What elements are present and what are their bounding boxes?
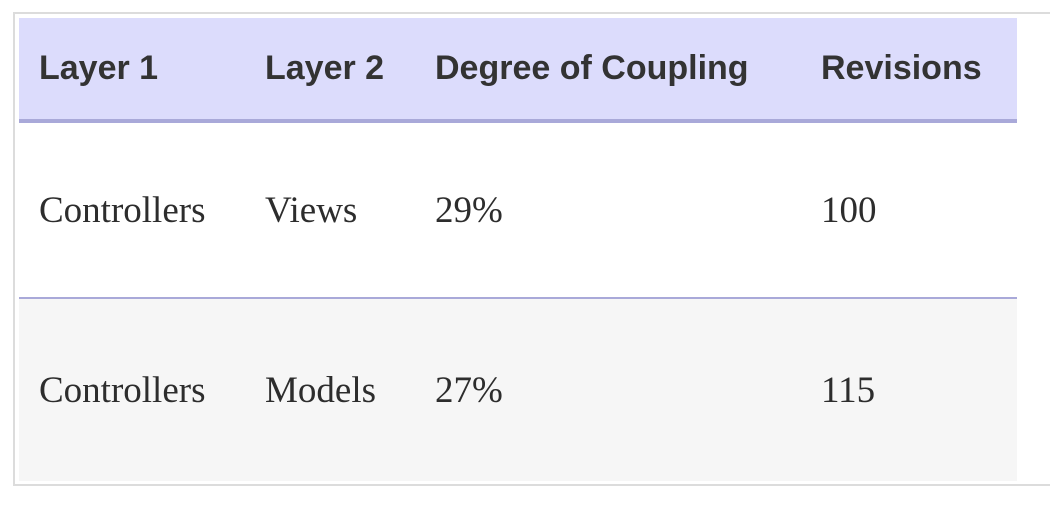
- cell-layer-2: Models: [265, 369, 376, 411]
- column-header-degree-of-coupling: Degree of Coupling: [415, 18, 801, 123]
- cell-layer-1: Controllers: [19, 121, 245, 299]
- cell-layer-1: Controllers: [39, 369, 206, 411]
- table-row: Controllers Models 27% 115: [19, 298, 1017, 481]
- coupling-table: Layer 1 Layer 2 Degree of Coupling Revis…: [19, 18, 1017, 481]
- column-header-layer-2: Layer 2: [245, 18, 415, 123]
- header-row: Layer 1 Layer 2 Degree of Coupling Revis…: [19, 18, 1017, 123]
- cell-degree-of-coupling: 27%: [435, 369, 503, 411]
- table-header: Layer 1 Layer 2 Degree of Coupling Revis…: [19, 18, 1017, 123]
- column-header-layer-1: Layer 1: [19, 18, 245, 123]
- cell-revisions: 115: [821, 369, 876, 411]
- column-header-revisions: Revisions: [801, 18, 1017, 123]
- table-body: Controllers Views 29% 100 Controllers Mo…: [19, 121, 1017, 481]
- table-row: Controllers Views 29% 100: [19, 121, 1017, 299]
- cell-degree-of-coupling: 29%: [415, 121, 801, 299]
- cell-revisions: 100: [801, 121, 1017, 299]
- cell-layer-2: Views: [245, 121, 415, 299]
